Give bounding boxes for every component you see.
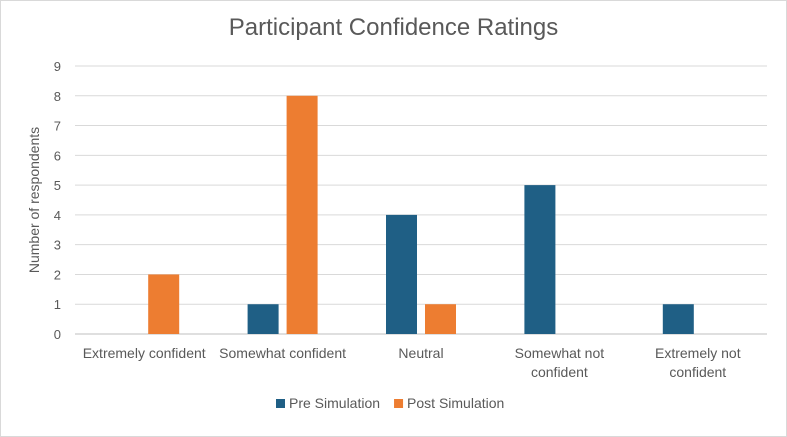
x-tick-label: Extremely not: [655, 345, 741, 361]
x-tick-label: confident: [531, 364, 588, 380]
legend-label: Pre Simulation: [289, 395, 380, 411]
y-tick-label: 8: [54, 89, 61, 104]
y-tick-label: 5: [54, 178, 61, 193]
y-tick-label: 2: [54, 267, 61, 282]
y-tick-label: 4: [54, 208, 61, 223]
bar-pre-simulation: [662, 304, 694, 334]
x-tick-label: Neutral: [398, 345, 443, 361]
y-tick-label: 9: [54, 59, 61, 74]
chart-title: Participant Confidence Ratings: [228, 14, 559, 41]
legend-swatch: [276, 399, 285, 408]
y-tick-label: 6: [54, 148, 61, 163]
x-tick-label: Somewhat not: [515, 345, 605, 361]
legend-swatch: [394, 399, 404, 408]
y-tick-label: 7: [54, 119, 61, 134]
legend-label: Post Simulation: [407, 395, 504, 411]
x-tick-label: confident: [669, 364, 726, 380]
bar-post-simulation: [148, 274, 180, 334]
y-tick-label: 1: [54, 297, 61, 312]
x-tick-label: Somewhat confident: [219, 345, 346, 361]
bar-pre-simulation: [524, 185, 556, 334]
bar-post-simulation: [425, 304, 456, 334]
bar-pre-simulation: [247, 304, 279, 334]
bar-post-simulation: [286, 95, 318, 335]
y-axis-label: Number of respondents: [26, 127, 42, 273]
y-tick-label: 3: [54, 238, 61, 253]
bar-pre-simulation: [386, 214, 417, 334]
y-tick-label: 0: [54, 327, 61, 342]
x-tick-label: Extremely confident: [83, 345, 206, 361]
